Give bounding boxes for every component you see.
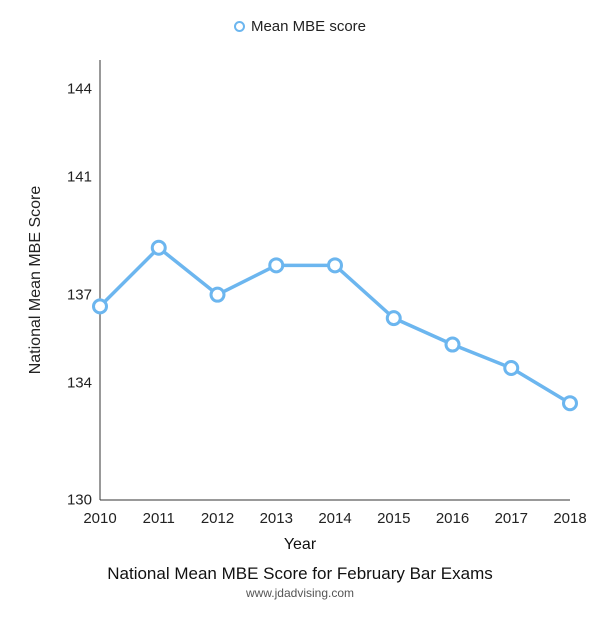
data-point	[94, 300, 107, 313]
legend: Mean MBE score	[0, 18, 600, 35]
y-tick-label: 134	[67, 374, 92, 391]
chart-credit: www.jdadvising.com	[0, 586, 600, 600]
chart-svg	[100, 60, 570, 500]
x-tick-label: 2018	[553, 510, 586, 527]
x-tick-label: 2011	[143, 510, 175, 527]
x-tick-label: 2014	[318, 510, 351, 527]
data-point	[446, 338, 459, 351]
y-tick-label: 141	[67, 169, 92, 186]
x-tick-label: 2010	[83, 510, 116, 527]
data-point	[564, 397, 577, 410]
series-markers	[94, 241, 577, 409]
data-point	[152, 241, 165, 254]
data-point	[505, 362, 518, 375]
legend-label: Mean MBE score	[251, 18, 366, 35]
y-axis-label: National Mean MBE Score	[27, 186, 45, 375]
data-point	[329, 259, 342, 272]
chart-caption: National Mean MBE Score for February Bar…	[0, 564, 600, 584]
y-tick-label: 130	[67, 492, 92, 509]
x-axis-label: Year	[0, 536, 600, 554]
y-tick-label: 144	[67, 81, 92, 98]
x-tick-label: 2012	[201, 510, 234, 527]
x-tick-label: 2015	[377, 510, 410, 527]
x-tick-label: 2013	[260, 510, 293, 527]
data-point	[270, 259, 283, 272]
x-tick-label: 2017	[495, 510, 528, 527]
y-tick-label: 137	[67, 286, 92, 303]
plot-area	[100, 60, 570, 500]
data-point	[211, 288, 224, 301]
legend-marker-icon	[232, 19, 248, 35]
data-point	[387, 312, 400, 325]
x-tick-label: 2016	[436, 510, 469, 527]
line-chart: Mean MBE score 130 134 137 141 144 2010 2011 2…	[0, 0, 600, 617]
